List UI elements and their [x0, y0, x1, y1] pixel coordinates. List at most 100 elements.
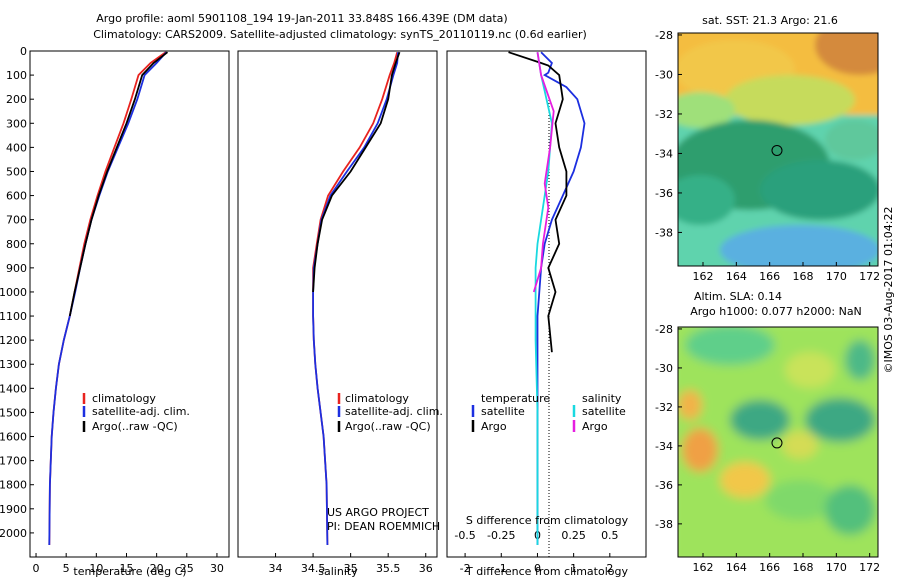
y-tick-label: 1200 [0, 334, 27, 347]
temperature-legend: climatology satellite-adj. clim. Argo(..… [82, 392, 190, 433]
legend-label-satellite: satellite-adj. clim. [92, 405, 190, 418]
map-x-tick-label: 172 [859, 270, 880, 283]
y-tick-label: 300 [6, 117, 27, 130]
series-line-salinity-argo [532, 52, 555, 293]
y-tick-label: 1400 [0, 382, 27, 395]
sst-profile-location [771, 144, 783, 156]
map-x-tick-label: 162 [693, 270, 714, 283]
x-tick-label-s: 0.5 [601, 529, 619, 542]
temperature-panel [29, 50, 230, 558]
map-y-tick-label: -32 [655, 401, 673, 414]
map-y-tick-label: -34 [655, 440, 673, 453]
salinity-legend: climatology satellite-adj. clim. Argo(..… [337, 392, 443, 433]
legend-label-climatology: climatology [345, 392, 409, 405]
map-x-tick-label: 168 [793, 561, 814, 574]
map-y-tick-label: -36 [655, 187, 673, 200]
t-difference-xlabel: T difference from climatology [465, 565, 628, 578]
map-y-tick-label: -38 [655, 518, 673, 531]
y-tick-label: 1700 [0, 455, 27, 468]
difference-legend: temperature satellite Argo salinity sate… [471, 392, 626, 433]
legend-label-s-satellite: satellite [582, 405, 626, 418]
x-tick-label: -2 [460, 562, 471, 575]
legend-label-s-argo: Argo [582, 420, 608, 433]
x-tick-label: 10 [89, 562, 103, 575]
y-tick-label: 200 [6, 93, 27, 106]
y-tick-label: 600 [6, 190, 27, 203]
legend-title-temperature: temperature [481, 392, 550, 405]
salinity-panel [237, 50, 438, 558]
map-y-tick-label: -28 [655, 29, 673, 42]
map-x-tick-label: 170 [826, 270, 847, 283]
series-line-argo-raw-qc- [68, 51, 169, 317]
x-tick-label: 35 [344, 562, 358, 575]
figure-title-line2: Climatology: CARS2009. Satellite-adjuste… [93, 28, 587, 41]
legend-label-t-argo: Argo [481, 420, 507, 433]
depth-axis: 0 100 200 300 400 500 600 700 800 900 1000 1100 1200… [0, 45, 34, 540]
legend-label-argo: Argo(..raw -QC) [92, 420, 178, 433]
x-tick-label-s: -0.25 [487, 529, 515, 542]
x-tick-label-s: -0.5 [454, 529, 475, 542]
x-tick-label: 0 [33, 562, 40, 575]
salinity-xlabel: salinity [318, 565, 358, 578]
y-tick-label: 400 [6, 141, 27, 154]
map-x-tick-label: 172 [859, 561, 880, 574]
series-line-temperature-satellite [536, 51, 586, 545]
x-tick-label: 0 [534, 562, 541, 575]
legend-label-climatology: climatology [92, 392, 156, 405]
legend-title-salinity: salinity [582, 392, 622, 405]
legend-label-argo: Argo(..raw -QC) [345, 420, 431, 433]
y-tick-label: 1800 [0, 479, 27, 492]
series-line-argo-raw-qc- [312, 51, 401, 293]
sla-profile-location [771, 437, 783, 449]
y-tick-label: 0 [20, 45, 27, 58]
sla-map-title1: Altim. SLA: 0.14 [694, 290, 782, 303]
map-y-tick-label: -30 [655, 68, 673, 81]
imos-timestamp: ©IMOS 03-Aug-2017 01:04:22 [882, 207, 895, 374]
map-x-tick-label: 166 [759, 561, 780, 574]
t-difference-axis: -2 -1 0 1 2 [460, 553, 613, 575]
x-tick-label: 34.5 [301, 562, 326, 575]
salinity-axis: 34 34.5 35 35.5 36 [269, 553, 433, 575]
map-y-tick-label: -30 [655, 362, 673, 375]
series-line-temperature-argo [508, 51, 568, 353]
map-y-tick-label: -38 [655, 226, 673, 239]
y-tick-label: 100 [6, 69, 27, 82]
y-tick-label: 2000 [0, 527, 27, 540]
sst-map-title: sat. SST: 21.3 Argo: 21.6 [702, 14, 838, 27]
y-tick-label: 900 [6, 262, 27, 275]
x-tick-label: 2 [606, 562, 613, 575]
salinity-series [312, 51, 401, 546]
x-tick-label: 20 [150, 562, 164, 575]
y-tick-label: 1500 [0, 406, 27, 419]
map-y-tick-label: -34 [655, 147, 673, 160]
sst-map-axes: 162 164 166 168 170 172 -28 -30 -32 -34 -36 -38 [655, 29, 880, 283]
x-tick-label: 15 [119, 562, 133, 575]
y-tick-label: 1000 [0, 286, 27, 299]
sst-map-frame [677, 32, 879, 267]
x-tick-label: -1 [496, 562, 507, 575]
y-tick-label: 500 [6, 165, 27, 178]
temperature-series [48, 51, 169, 546]
temperature-xlabel: temperature (deg C) [73, 565, 186, 578]
x-tick-label: 25 [180, 562, 194, 575]
sla-map-image [678, 327, 878, 557]
sla-map-axes: 162 164 166 168 170 172 -28 -30 -32 -34 -36 -38 [655, 323, 880, 574]
legend-label-satellite: satellite-adj. clim. [345, 405, 443, 418]
map-x-tick-label: 166 [759, 270, 780, 283]
map-x-tick-label: 170 [826, 561, 847, 574]
y-tick-label: 1300 [0, 358, 27, 371]
x-tick-label: 34 [269, 562, 283, 575]
y-tick-label: 700 [6, 214, 27, 227]
sla-map-title2: Argo h1000: 0.077 h2000: NaN [690, 305, 862, 318]
x-tick-label: 30 [210, 562, 224, 575]
map-x-tick-label: 168 [793, 270, 814, 283]
credit-project: US ARGO PROJECT [327, 506, 429, 519]
map-y-tick-label: -36 [655, 479, 673, 492]
map-x-tick-label: 164 [726, 561, 747, 574]
sst-map-image [678, 33, 878, 266]
x-tick-label-s: 0.25 [561, 529, 586, 542]
sla-map-frame [677, 326, 879, 558]
series-line-salinity-satellite [534, 52, 553, 545]
x-tick-label: 5 [63, 562, 70, 575]
